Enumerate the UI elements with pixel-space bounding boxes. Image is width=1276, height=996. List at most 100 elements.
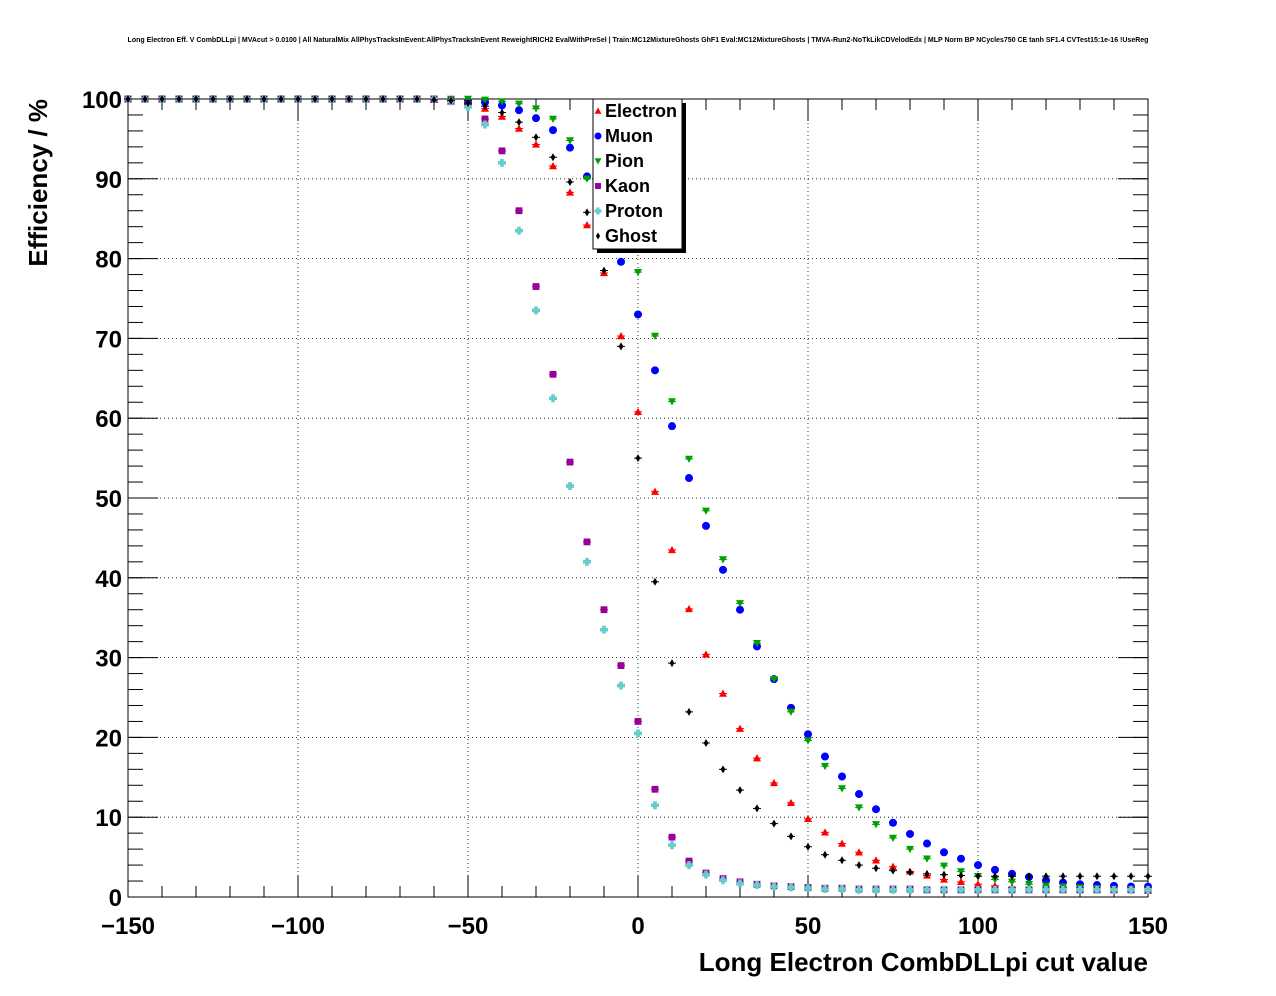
data-point: [1008, 878, 1016, 886]
data-point: [532, 140, 540, 148]
data-point: [940, 875, 948, 883]
data-point: [804, 730, 812, 739]
legend-marker: [594, 158, 602, 165]
data-point: [787, 832, 795, 841]
legend: Electron Muon Pion Kaon Proton Ghost: [592, 98, 686, 253]
data-point: [940, 848, 948, 857]
data-point: [549, 370, 557, 378]
y-tick-label: 100: [82, 87, 122, 114]
data-point: [719, 765, 727, 774]
legend-label: Proton: [605, 201, 663, 221]
data-point: [1110, 872, 1118, 881]
data-point: [753, 640, 761, 648]
data-point: [702, 650, 710, 658]
data-point: [736, 879, 744, 888]
data-point: [855, 848, 863, 856]
data-point: [396, 95, 404, 103]
x-tick-label: 100: [958, 913, 998, 940]
data-point: [685, 861, 693, 870]
data-point: [651, 577, 659, 586]
data-point: [379, 95, 387, 103]
data-point: [702, 521, 710, 530]
data-point: [974, 885, 982, 894]
data-point: [804, 884, 812, 893]
data-point: [702, 507, 710, 515]
y-tick-label: 70: [95, 326, 122, 353]
data-point: [617, 342, 625, 351]
data-point: [770, 675, 778, 684]
legend-label: Muon: [605, 126, 653, 146]
data-point: [787, 798, 795, 807]
data-point: [1093, 872, 1101, 881]
data-point: [991, 865, 999, 874]
data-point: [583, 208, 591, 217]
data-point: [1076, 885, 1084, 894]
data-point: [668, 659, 676, 668]
data-point: [430, 95, 438, 104]
data-point: [277, 95, 285, 103]
data-point: [634, 454, 642, 463]
series-ghost: [124, 95, 1152, 881]
data-point: [651, 366, 659, 375]
data-point: [804, 737, 812, 745]
data-point: [872, 805, 880, 814]
x-tick-label: 0: [631, 913, 644, 940]
data-point: [889, 834, 897, 842]
data-point: [617, 332, 625, 340]
chart-title: Long Electron Eff. V CombDLLpi | MVAcut …: [128, 37, 1149, 44]
data-point: [838, 772, 846, 781]
data-point: [192, 95, 200, 103]
data-point: [821, 885, 829, 894]
data-point: [447, 96, 455, 105]
x-tick-label: −100: [271, 913, 325, 940]
data-point: [651, 785, 659, 793]
data-point: [1059, 885, 1067, 894]
data-point: [821, 762, 829, 771]
data-point: [294, 95, 302, 103]
data-point: [991, 885, 999, 894]
data-point: [838, 785, 846, 793]
data-point: [515, 207, 523, 215]
data-point: [770, 882, 778, 891]
data-point: [481, 115, 489, 123]
y-tick-label: 80: [95, 247, 122, 274]
data-point: [1008, 885, 1016, 894]
legend-label: Electron: [605, 101, 677, 121]
data-point: [872, 885, 880, 894]
data-point: [260, 95, 268, 103]
data-point: [821, 850, 829, 859]
data-point: [804, 814, 812, 822]
data-point: [498, 108, 506, 117]
data-point: [974, 880, 982, 888]
data-point: [617, 662, 625, 669]
data-point: [498, 98, 506, 106]
legend-marker: [595, 232, 601, 240]
data-point: [1025, 881, 1033, 889]
data-point: [311, 95, 319, 103]
y-tick-label: 40: [95, 566, 122, 593]
legend-label: Ghost: [605, 226, 657, 246]
data-point: [872, 821, 880, 829]
series-proton: [124, 95, 1152, 894]
data-point: [736, 724, 744, 732]
data-point: [549, 162, 557, 170]
data-point: [923, 869, 931, 878]
data-point: [668, 422, 676, 431]
data-point: [719, 565, 727, 574]
data-point: [515, 118, 523, 127]
data-point: [515, 100, 523, 108]
legend-marker: [594, 107, 602, 114]
legend-marker: [595, 183, 601, 189]
y-tick-label: 50: [95, 486, 122, 513]
data-point: [702, 738, 710, 747]
data-point: [158, 95, 166, 103]
data-point: [736, 605, 744, 614]
data-point: [243, 95, 251, 103]
data-point: [889, 818, 897, 827]
data-point: [872, 864, 880, 873]
data-point: [566, 137, 574, 145]
data-point: [634, 718, 642, 725]
data-point: [974, 872, 982, 881]
data-point: [804, 842, 812, 851]
